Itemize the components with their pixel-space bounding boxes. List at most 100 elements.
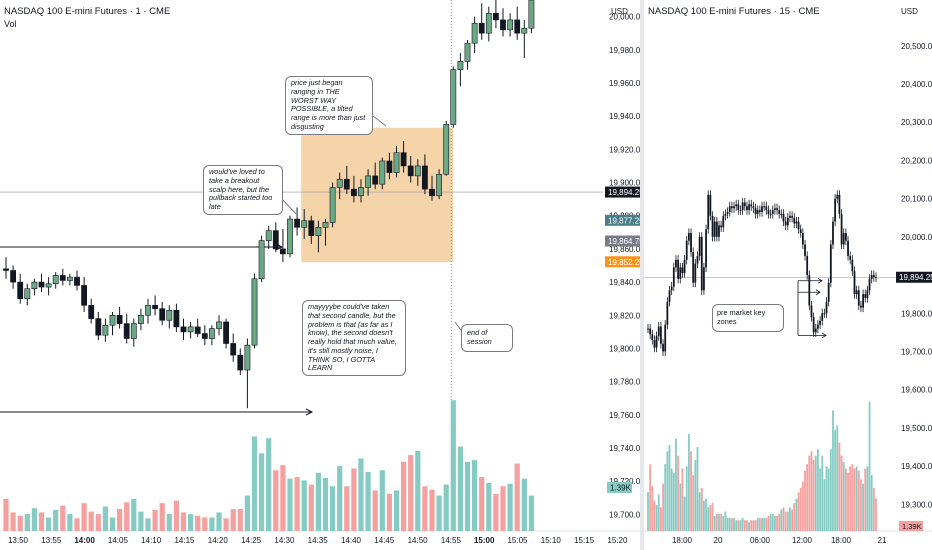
- volume-bar: [756, 518, 759, 531]
- volume-bar: [842, 462, 845, 531]
- candle-body: [713, 221, 716, 237]
- time-tick-label: 14:50: [408, 536, 429, 545]
- volume-bar: [817, 449, 819, 531]
- candle-body: [67, 276, 73, 281]
- note-end-of-session[interactable]: end of session: [461, 324, 513, 352]
- volume-bar: [746, 520, 748, 531]
- volume-bar: [651, 485, 654, 531]
- candle-body: [823, 313, 826, 315]
- candle-body: [718, 225, 720, 237]
- candle-body: [724, 213, 727, 216]
- volume-bar: [472, 460, 478, 531]
- volume-bar: [88, 511, 94, 531]
- candle-body: [821, 313, 824, 321]
- volume-bar: [166, 514, 172, 531]
- candle-body: [741, 202, 744, 211]
- volume-bar: [259, 453, 265, 531]
- price-tick-label: 19,700.00: [901, 347, 932, 356]
- pane-divider[interactable]: [640, 0, 644, 550]
- volume-bar: [372, 490, 378, 531]
- volume-bar: [95, 514, 101, 531]
- volume-bar: [351, 468, 357, 531]
- volume-bar: [692, 475, 695, 531]
- candle-body: [343, 178, 350, 190]
- candle-body: [761, 206, 763, 213]
- callout-line: [454, 321, 462, 331]
- volume-bar: [223, 518, 229, 531]
- price-tick-label: 19,820.00: [609, 311, 640, 320]
- note-breakout-scalp[interactable]: would've loved to take a breakout scalp …: [203, 165, 283, 215]
- volume-bar: [436, 495, 442, 531]
- volume-bar: [709, 505, 712, 531]
- volume-bar: [521, 478, 527, 531]
- volume-bar: [145, 518, 151, 531]
- candle-body: [827, 282, 830, 302]
- volume-bar: [778, 513, 781, 531]
- candle-body: [849, 255, 852, 260]
- candle-body: [365, 175, 371, 188]
- time-tick-label: 06:00: [750, 536, 771, 545]
- candle-body: [655, 336, 658, 348]
- volume-bar: [705, 498, 707, 531]
- candle-body: [838, 194, 841, 214]
- secondary-chart-canvas[interactable]: USD 20,500.00 20,400.00 20,300.00 20,200.00 2…: [644, 0, 932, 550]
- volume-indicator-label[interactable]: Vol: [4, 19, 17, 29]
- volume-bar: [844, 468, 847, 531]
- note-second-candle[interactable]: mayyyybe could've taken that second cand…: [302, 300, 406, 376]
- volume-bar: [832, 410, 834, 531]
- volume-bar: [851, 464, 854, 531]
- candle-body: [336, 178, 343, 188]
- volume-bar: [209, 517, 215, 531]
- candle-body: [868, 278, 871, 291]
- volume-bar: [821, 455, 824, 531]
- volume-bar: [117, 509, 123, 531]
- candle-body: [746, 206, 748, 211]
- volume-bar: [829, 449, 832, 531]
- candle-body: [31, 281, 38, 290]
- candle-body: [808, 275, 811, 306]
- candle-body: [842, 233, 845, 245]
- volume-bar: [741, 518, 744, 531]
- candle-body: [690, 233, 692, 253]
- price-tick-label: 19,740.00: [609, 444, 640, 453]
- candle-body: [722, 215, 725, 228]
- volume-bar: [330, 486, 336, 531]
- chart-symbol-title-right[interactable]: NASDAQ 100 E-mini Futures · 15 · CME: [648, 6, 820, 17]
- candle-body: [752, 206, 755, 209]
- volume-bar: [31, 508, 37, 531]
- candle-body: [194, 326, 201, 334]
- candle-body: [844, 233, 847, 241]
- candle-body: [478, 22, 485, 34]
- candle-body: [166, 310, 173, 321]
- volume-bar: [670, 468, 673, 531]
- volume-bar: [840, 455, 843, 531]
- time-tick-label: 15:10: [541, 536, 562, 545]
- candle-body: [358, 187, 364, 197]
- note-ranging[interactable]: price just began ranging in THE WORST WA…: [285, 76, 373, 135]
- price-badge: 19,864.75: [605, 235, 640, 247]
- candle-body: [857, 290, 860, 306]
- candle-body: [748, 204, 750, 211]
- candle-body: [711, 215, 714, 237]
- candle-body: [679, 267, 682, 279]
- candle-body: [429, 188, 435, 197]
- volume-bar: [868, 401, 871, 531]
- candle-body: [471, 22, 478, 44]
- candle-body: [847, 240, 849, 256]
- candle-body: [853, 271, 856, 295]
- volume-bar: [853, 468, 856, 531]
- volume-bar: [3, 498, 9, 531]
- candle-body: [726, 212, 729, 214]
- secondary-chart-pane[interactable]: USD 20,500.00 20,400.00 20,300.00 20,200.00 2…: [644, 0, 932, 550]
- candle-body: [735, 204, 738, 207]
- candle-body: [720, 225, 723, 228]
- candle-body: [315, 227, 322, 236]
- chart-symbol-title[interactable]: NASDAQ 100 E-mini Futures · 1 · CME: [4, 6, 171, 17]
- volume-bar: [287, 478, 293, 531]
- note-pre-market-key-zones[interactable]: pre market key zones: [712, 304, 784, 332]
- volume-bar: [479, 477, 485, 531]
- candle-body: [38, 281, 45, 288]
- candle-body: [804, 244, 806, 256]
